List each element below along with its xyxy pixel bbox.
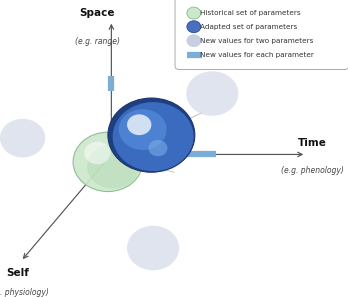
Circle shape — [187, 35, 201, 47]
Circle shape — [108, 98, 195, 172]
Text: (e.g. range): (e.g. range) — [75, 37, 120, 46]
Text: New values for each parameter: New values for each parameter — [200, 52, 314, 58]
Circle shape — [127, 226, 179, 270]
Text: Self: Self — [6, 268, 29, 278]
Text: (e.g. phenology): (e.g. phenology) — [281, 166, 344, 175]
Circle shape — [187, 21, 201, 33]
Text: Time: Time — [298, 138, 327, 148]
Circle shape — [0, 119, 45, 157]
Circle shape — [84, 142, 111, 164]
Text: Space: Space — [80, 8, 115, 18]
Circle shape — [127, 114, 151, 135]
Circle shape — [113, 102, 193, 171]
Text: Historical set of parameters: Historical set of parameters — [200, 10, 301, 16]
Circle shape — [186, 71, 238, 116]
Circle shape — [148, 140, 167, 156]
Circle shape — [73, 132, 143, 192]
FancyBboxPatch shape — [175, 0, 348, 69]
Circle shape — [119, 109, 167, 150]
Circle shape — [187, 7, 201, 19]
Circle shape — [87, 144, 139, 189]
Text: New values for two parameters: New values for two parameters — [200, 38, 314, 44]
Text: (e.g. physiology): (e.g. physiology) — [0, 288, 49, 297]
Text: Adapted set of parameters: Adapted set of parameters — [200, 24, 297, 30]
